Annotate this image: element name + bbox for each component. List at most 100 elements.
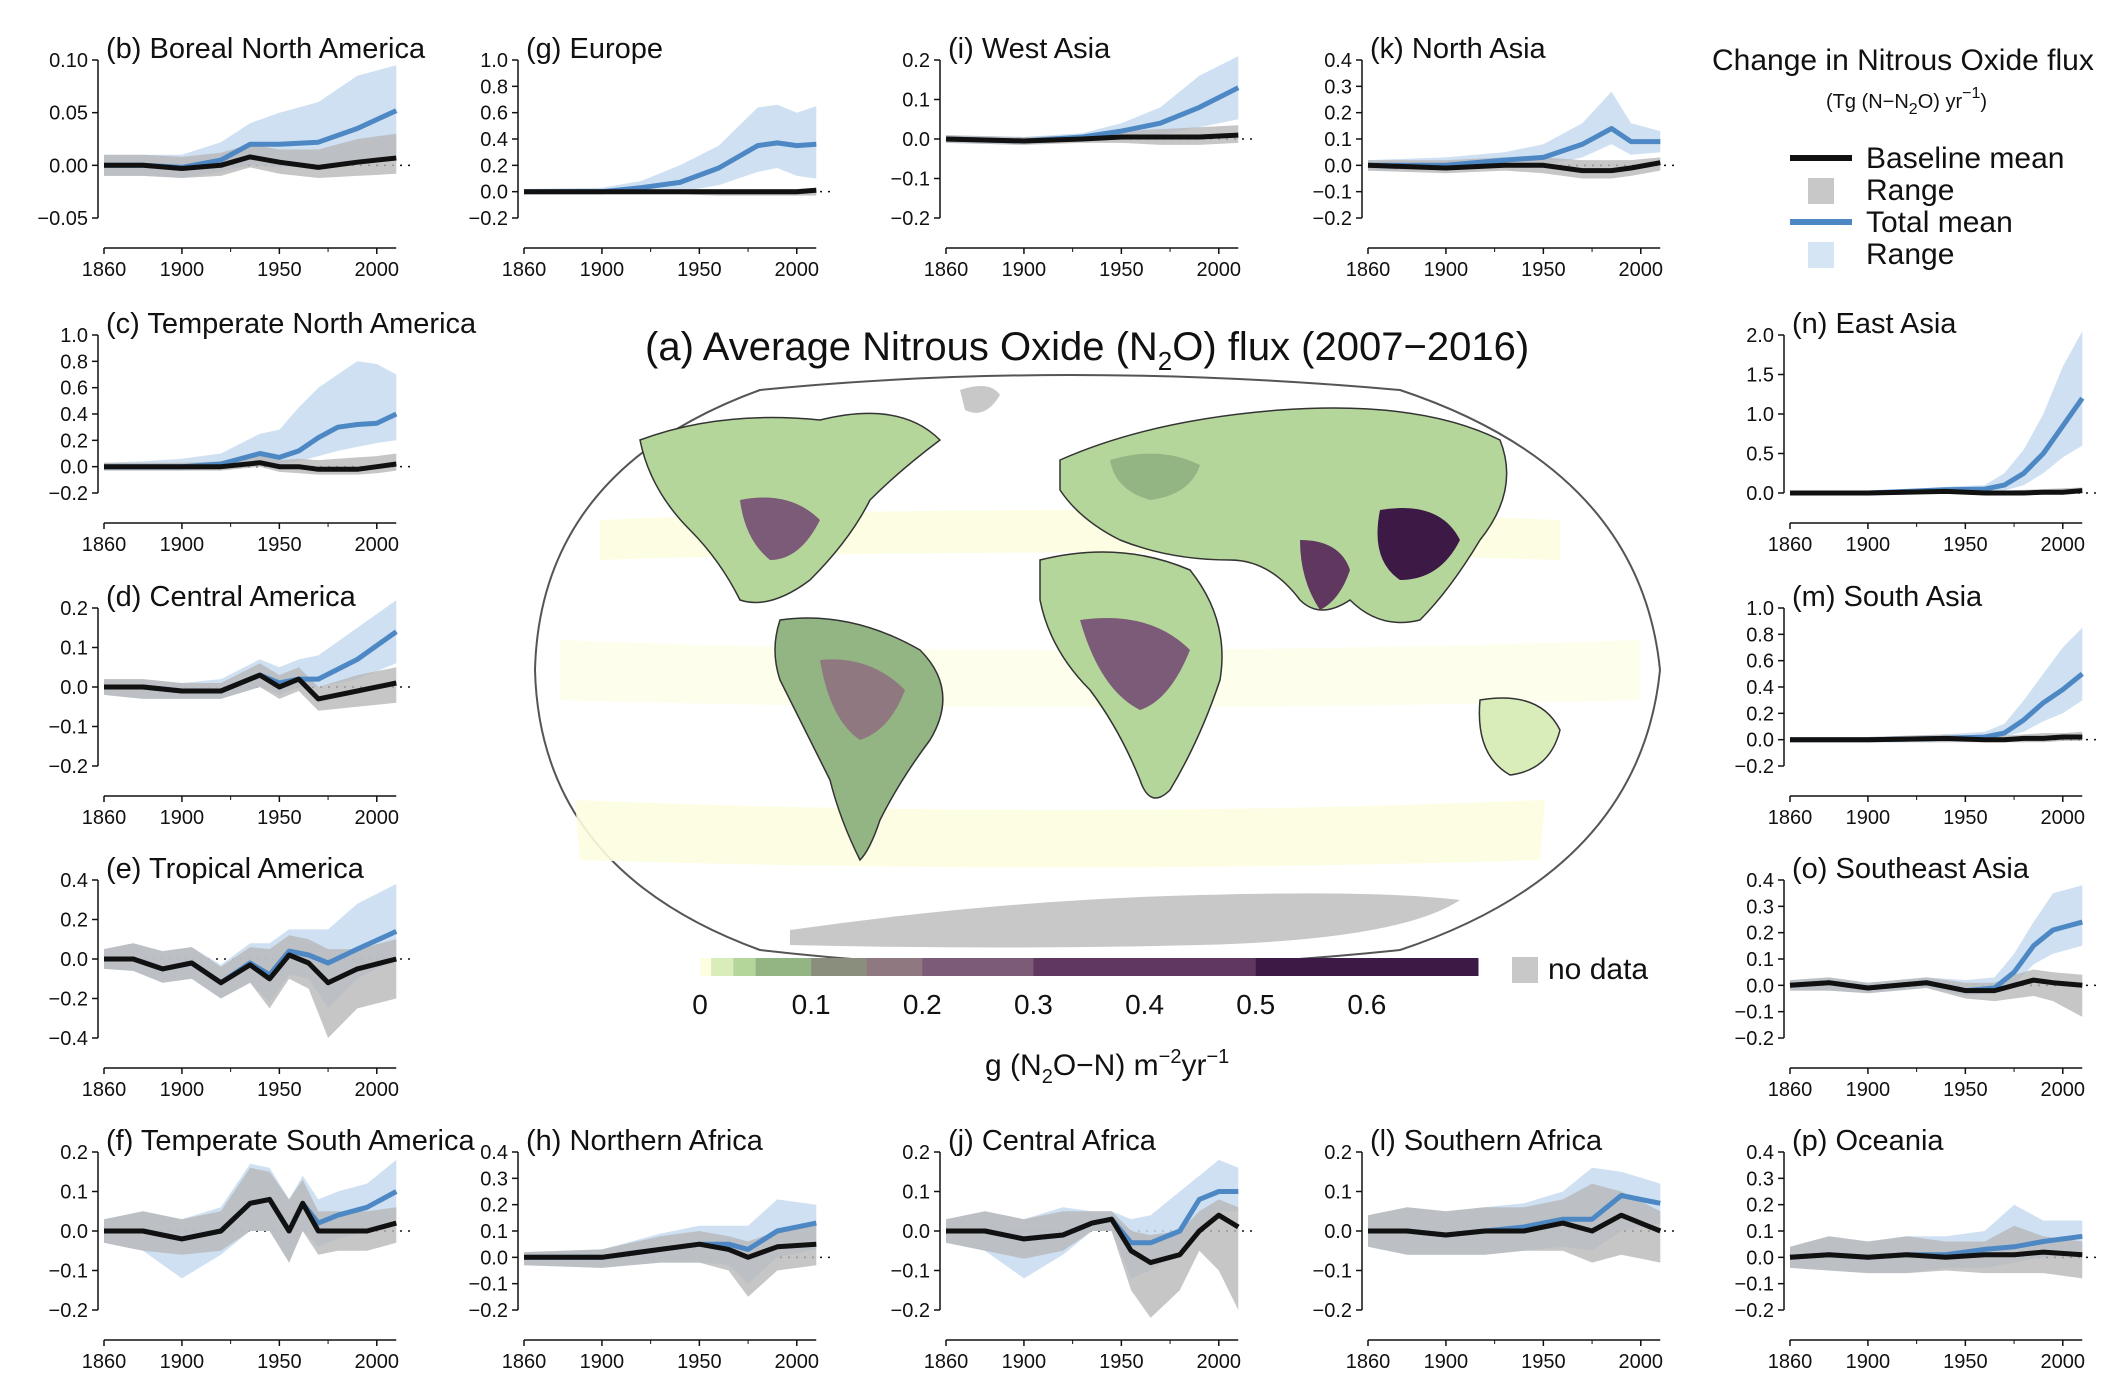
y-tick-label: −0.2: [1735, 756, 1774, 778]
y-tick-label: 1.0: [480, 50, 508, 72]
legend-title: Change in Nitrous Oxide flux: [1712, 44, 2094, 77]
x-tick-label: 2000: [1619, 259, 1664, 281]
panel-h: (h) Northern Africa −0.2 −0.1 0.0 0.1 0.2 0.3 0…: [469, 1125, 834, 1373]
y-tick-label: 0.4: [1746, 677, 1774, 699]
y-tick-label: 0.5: [1746, 444, 1774, 466]
continent-australia: [1478, 697, 1561, 776]
baseline-mean-line: [524, 187, 817, 195]
x-tick-label: 1900: [1002, 1351, 1047, 1373]
y-tick-label: 0.4: [1746, 1142, 1774, 1164]
continent-africa-core: [1080, 618, 1190, 710]
total-range-band: [1790, 885, 2083, 996]
legend-label: Baseline mean: [1866, 142, 2064, 175]
y-tick-label: −0.1: [891, 1261, 930, 1283]
panel-title: (p) Oceania: [1792, 1125, 1944, 1157]
panel-title: (m) South Asia: [1792, 581, 1983, 613]
colorbar-tick-label: 0.1: [792, 989, 831, 1020]
y-tick-label: −0.2: [891, 208, 930, 230]
panel-title: (c) Temperate North America: [106, 308, 477, 340]
legend-item: Range: [1808, 238, 1954, 271]
y-tick-label: 1.5: [1746, 365, 1774, 387]
x-tick-label: 2000: [355, 259, 400, 281]
y-tick-label: 0.3: [480, 1168, 508, 1190]
y-tick-label: −0.1: [1735, 1274, 1774, 1296]
world-map: (a) Average Nitrous Oxide (N2O) flux (20…: [533, 325, 1662, 1088]
y-tick-label: 0.1: [60, 638, 88, 660]
x-tick-label: 1950: [677, 1351, 722, 1373]
baseline-mean-line: [1367, 160, 1661, 174]
baseline-mean-line: [104, 672, 397, 702]
y-tick-label: 0.8: [1746, 624, 1774, 646]
y-tick-label: 0.0: [1746, 730, 1774, 752]
x-tick-label: 2000: [355, 807, 400, 829]
x-tick-label: 1950: [1943, 807, 1988, 829]
y-tick-label: −0.05: [37, 208, 88, 230]
x-tick-label: 1900: [160, 1079, 205, 1101]
y-tick-label: −0.2: [1313, 1300, 1352, 1322]
legend-label: Total mean: [1866, 206, 2013, 239]
y-tick-label: 0.0: [480, 182, 508, 204]
y-tick-label: 0.0: [60, 949, 88, 971]
y-tick-label: 0.1: [1324, 129, 1352, 151]
x-tick-label: 1860: [82, 1079, 127, 1101]
y-tick-label: 1.0: [1746, 598, 1774, 620]
legend: Change in Nitrous Oxide flux (Tg (N−N2O)…: [1712, 44, 2094, 271]
baseline-mean-line: [945, 132, 1239, 144]
colorbar-tick-label: 0.6: [1347, 989, 1386, 1020]
x-tick-label: 1950: [1943, 534, 1988, 556]
x-tick-label: 1860: [1346, 259, 1391, 281]
y-tick-label: −0.2: [49, 1300, 88, 1322]
y-tick-label: 0.0: [902, 1221, 930, 1243]
colorbar-segment: [866, 958, 923, 976]
y-tick-label: −0.2: [469, 1300, 508, 1322]
baseline-mean-line: [946, 1212, 1240, 1266]
y-tick-label: 0.2: [1324, 1142, 1352, 1164]
y-tick-label: 0.2: [60, 910, 88, 932]
colorbar-tick-label: 0.3: [1014, 989, 1053, 1020]
x-tick-label: 2000: [775, 259, 820, 281]
panel-o: (o) Southeast Asia −0.2 −0.1 0.0 0.1 0.2 0.3 0.…: [1735, 853, 2100, 1101]
y-tick-label: 0.10: [49, 50, 88, 72]
panel-m: (m) South Asia −0.2 0.0 0.2 0.4 0.6 0.8 1.0 1860…: [1735, 581, 2100, 829]
y-tick-label: 0.0: [480, 1247, 508, 1269]
baseline-range-band: [104, 1167, 397, 1263]
y-tick-label: −0.2: [891, 1300, 930, 1322]
y-tick-label: −0.2: [49, 989, 88, 1011]
x-tick-label: 1900: [160, 534, 205, 556]
y-tick-label: 0.2: [60, 430, 88, 452]
x-tick-label: 2000: [355, 1079, 400, 1101]
x-tick-label: 1950: [1943, 1079, 1988, 1101]
x-tick-label: 2000: [2041, 1351, 2086, 1373]
baseline-mean-line: [524, 1241, 817, 1260]
x-tick-label: 1860: [82, 259, 127, 281]
colorbar-tick-label: 0: [692, 989, 708, 1020]
y-tick-label: −0.2: [469, 208, 508, 230]
continent-china: [1377, 508, 1460, 580]
x-tick-label: 1900: [160, 807, 205, 829]
y-tick-label: −0.1: [49, 717, 88, 739]
panel-l: (l) Southern Africa −0.2 −0.1 0.0 0.1 0.2 1860…: [1313, 1125, 1678, 1373]
continent-antarctica: [790, 893, 1460, 948]
x-tick-label: 1860: [1346, 1351, 1391, 1373]
colorbar-segment: [700, 958, 712, 976]
panel-title: (h) Northern Africa: [526, 1125, 764, 1157]
x-tick-label: 1950: [257, 807, 302, 829]
panel-c: (c) Temperate North America −0.2 0.0 0.2 0.4…: [49, 308, 478, 556]
baseline-range-band: [1790, 1225, 2083, 1279]
y-tick-label: −0.1: [891, 169, 930, 191]
y-tick-label: 0.2: [480, 1195, 508, 1217]
panel-title: (k) North Asia: [1370, 33, 1547, 65]
legend-box-swatch: [1808, 178, 1834, 204]
x-tick-label: 1900: [580, 1351, 625, 1373]
x-tick-label: 1860: [82, 1351, 127, 1373]
panel-k: (k) North Asia −0.2 −0.1 0.0 0.1 0.2 0.3 0.4 186…: [1313, 33, 1678, 281]
ocean-band-south: [575, 800, 1545, 868]
y-tick-label: −0.2: [49, 483, 88, 505]
y-tick-label: 0.2: [1324, 103, 1352, 125]
y-tick-label: 0.0: [60, 457, 88, 479]
y-tick-label: −0.4: [49, 1028, 88, 1050]
y-tick-label: 0.0: [1746, 483, 1774, 505]
panel-title: (j) Central Africa: [948, 1125, 1157, 1157]
x-tick-label: 1950: [257, 1079, 302, 1101]
panel-title: (l) Southern Africa: [1370, 1125, 1603, 1157]
